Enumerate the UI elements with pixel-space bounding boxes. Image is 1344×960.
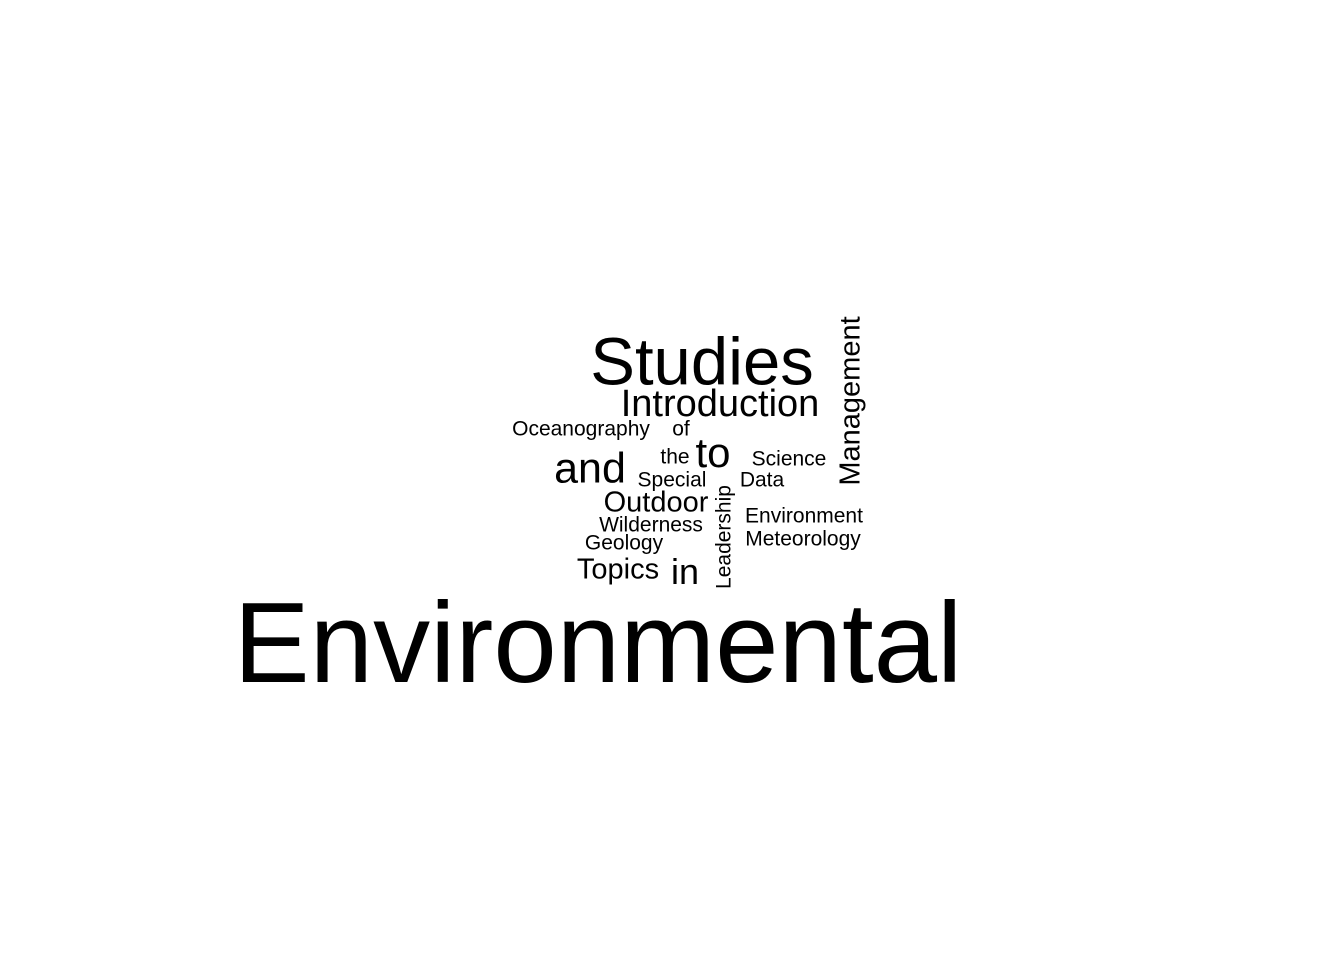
word-data: Data [739,468,785,492]
word-special: Special [637,468,707,492]
word-the: the [660,445,690,469]
word-leadership: Leadership [712,485,736,589]
word-oceanography: Oceanography [512,417,650,441]
word-management: Management [834,316,867,486]
word-of: of [672,417,690,441]
word-science: Science [751,447,827,471]
word-wilderness: Wilderness [599,513,703,537]
word-to: to [695,429,731,476]
word-and: and [554,444,626,493]
word-meteorology: Meteorology [745,527,861,551]
word-in: in [670,551,700,592]
word-studies: Studies [590,324,814,400]
word-outdoor: Outdoor [603,486,709,519]
word-environment: Environment [745,504,863,528]
word-introduction: Introduction [620,383,820,425]
word-topics: Topics [576,553,660,586]
word-geology: Geology [584,531,664,555]
word-environmental: Environmental [233,580,963,707]
